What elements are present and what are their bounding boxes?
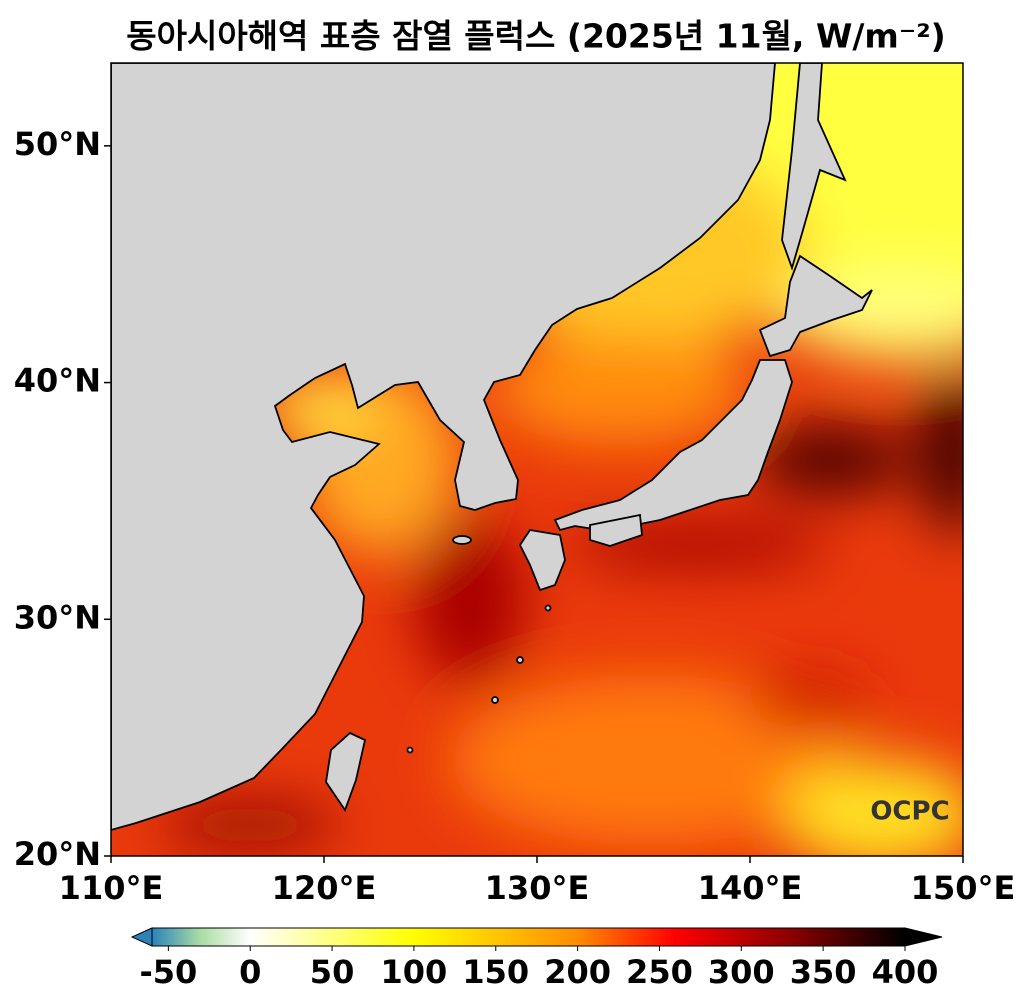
honshu (553, 359, 793, 532)
y-tick-label: 30°N (14, 598, 101, 636)
colorbar-tick-label: 100 (381, 953, 448, 991)
y-tick-label: 20°N (14, 835, 101, 873)
shikoku (589, 513, 643, 547)
continent (111, 63, 776, 831)
kyushu (518, 529, 566, 592)
hokkaido (758, 254, 873, 358)
y-tick-label: 50°N (14, 125, 101, 163)
colorbar-tick-label: 250 (626, 953, 693, 991)
taiwan (325, 731, 367, 812)
land (111, 63, 873, 831)
island (491, 696, 499, 704)
colorbar (151, 927, 906, 947)
sakhalin (781, 63, 847, 271)
colorbar-tick-label: 0 (239, 953, 261, 991)
colorbar-tick-label: 400 (872, 953, 939, 991)
x-tick-label: 110°E (59, 869, 164, 907)
colorbar-tick-label: 350 (790, 953, 857, 991)
island (544, 604, 552, 612)
colorbar-tick-label: 300 (708, 953, 775, 991)
colorbar-tick-label: 200 (544, 953, 611, 991)
island (516, 656, 524, 664)
colorbar-extend-low (130, 927, 153, 947)
x-tick-label: 150°E (911, 869, 1016, 907)
x-tick-label: 120°E (272, 869, 377, 907)
colorbar-tick-label: 50 (310, 953, 355, 991)
flux-field (111, 63, 963, 856)
island (406, 746, 414, 754)
y-tick-label: 40°N (14, 362, 101, 400)
x-tick-label: 140°E (698, 869, 803, 907)
jeju (452, 535, 472, 545)
colorbar-tick-label: 150 (462, 953, 529, 991)
logo: OCPC (870, 797, 949, 827)
x-tick-label: 130°E (485, 869, 590, 907)
title: 동아시아해역 표층 잠열 플럭스 (2025년 11월, W/m⁻²) (126, 17, 946, 56)
colorbar-extend-high (904, 927, 943, 947)
colorbar-tick-label: -50 (139, 953, 197, 991)
